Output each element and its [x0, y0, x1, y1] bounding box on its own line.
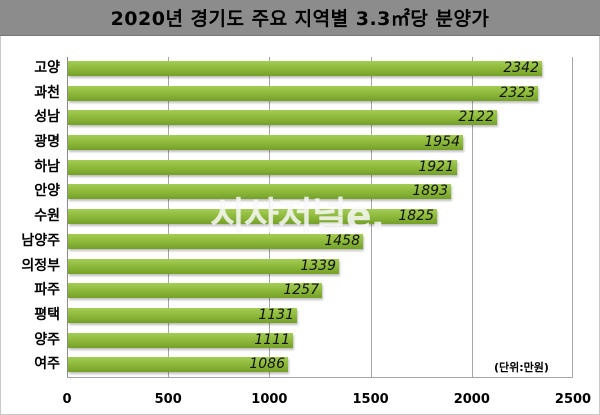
bar: 2342 [68, 60, 542, 76]
bar: 1257 [68, 282, 322, 298]
bar-row: 1921 [67, 159, 573, 175]
category-label: 하남 [34, 159, 60, 175]
bar: 1893 [68, 183, 451, 199]
data-label: 2122 [458, 109, 494, 125]
plot-right-border [572, 57, 573, 378]
chart-title: 2020년 경기도 주요 지역별 3.3㎡당 분양가 [110, 8, 490, 30]
unit-label: (단위:만원) [494, 361, 549, 374]
gridline [472, 57, 473, 378]
data-label: 2323 [499, 85, 535, 101]
data-label: 1825 [398, 208, 434, 224]
bar-row: 2342 [67, 60, 573, 76]
bar-row: 1458 [67, 233, 573, 249]
bar-row: 1825 [67, 208, 573, 224]
bar: 1458 [68, 233, 363, 249]
bar-row: 1954 [67, 134, 573, 150]
data-label: 1893 [412, 183, 448, 199]
category-label: 평택 [34, 307, 60, 323]
bar: 2122 [68, 109, 497, 125]
data-label: 1921 [418, 159, 454, 175]
category-label: 성남 [34, 109, 60, 125]
data-label: 1257 [283, 282, 319, 298]
bar: 1086 [68, 356, 288, 372]
category-label: 여주 [34, 356, 60, 372]
category-label: 양주 [34, 332, 60, 348]
data-label: 1086 [249, 356, 285, 372]
x-axis-line [67, 377, 573, 378]
plot-area: 2342 2323 2122 1954 1921 1893 1825 1458 1339 1257… [67, 57, 573, 378]
category-label: 남양주 [21, 233, 60, 249]
category-label: 파주 [34, 282, 60, 298]
category-label: 수원 [34, 208, 60, 224]
bar-row: 1131 [67, 307, 573, 323]
x-tick-label: 1500 [352, 392, 389, 407]
bar: 1339 [68, 258, 339, 274]
bar-row: 1893 [67, 183, 573, 199]
bar: 1111 [68, 332, 293, 348]
category-label: 과천 [34, 85, 60, 101]
x-tick-label: 1000 [251, 392, 288, 407]
y-axis-line [67, 57, 68, 378]
title-bar: 2020년 경기도 주요 지역별 3.3㎡당 분양가 [0, 0, 600, 36]
data-label: 1339 [300, 258, 336, 274]
category-label: 안양 [34, 183, 60, 199]
bar-row: 2122 [67, 109, 573, 125]
data-label: 1954 [424, 134, 460, 150]
bar-row: 1339 [67, 258, 573, 274]
category-label: 고양 [34, 60, 60, 76]
x-tick-label: 0 [62, 392, 72, 407]
bar-row: 2323 [67, 85, 573, 101]
data-label: 1131 [258, 307, 294, 323]
x-tick-label: 2500 [554, 392, 592, 407]
bar: 2323 [68, 85, 538, 101]
category-label: 광명 [34, 134, 60, 150]
x-tick-label: 500 [154, 392, 182, 407]
x-tick-label: 2000 [453, 392, 490, 407]
data-label: 2342 [503, 60, 539, 76]
bar: 1954 [68, 134, 463, 150]
bar: 1921 [68, 159, 457, 175]
bar: 1131 [68, 307, 297, 323]
data-label: 1111 [254, 332, 290, 348]
data-label: 1458 [324, 233, 360, 249]
bar-row: 1086 [67, 356, 573, 372]
bar-row: 1111 [67, 332, 573, 348]
bar: 1825 [68, 208, 437, 224]
category-label: 의정부 [21, 258, 60, 274]
bar-row: 1257 [67, 282, 573, 298]
